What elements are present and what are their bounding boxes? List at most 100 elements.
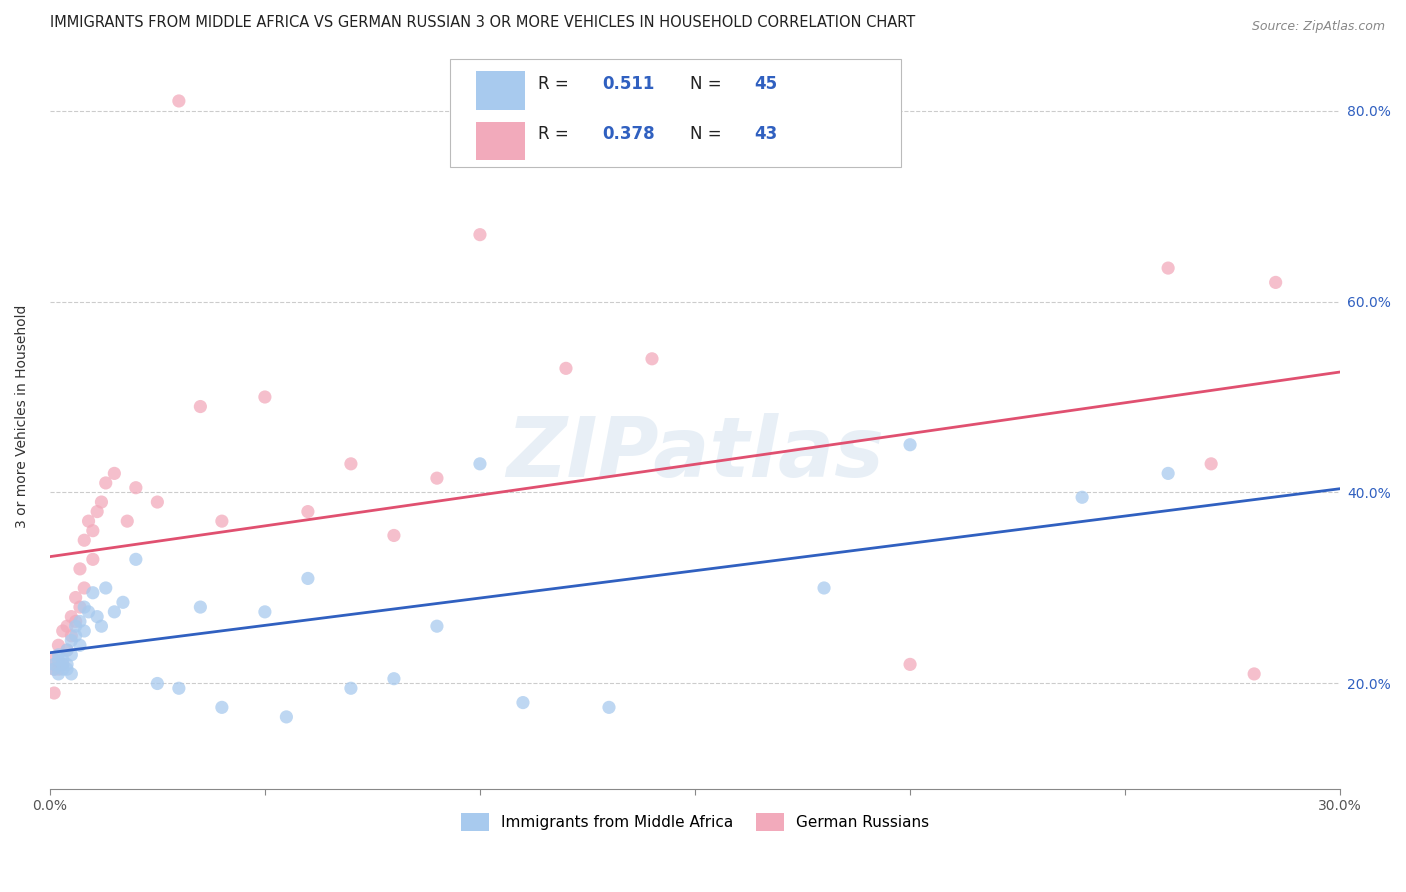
Text: IMMIGRANTS FROM MIDDLE AFRICA VS GERMAN RUSSIAN 3 OR MORE VEHICLES IN HOUSEHOLD : IMMIGRANTS FROM MIDDLE AFRICA VS GERMAN … (49, 15, 915, 30)
Point (426, 619, 449, 633)
Point (44, 686, 66, 700)
Text: 0.378: 0.378 (602, 125, 655, 144)
Point (1157, 261, 1180, 276)
Text: N =: N = (690, 125, 727, 144)
Text: Source: ZipAtlas.com: Source: ZipAtlas.com (1251, 20, 1385, 33)
Point (90, 619, 112, 633)
Point (65, 591, 87, 605)
Text: 0.511: 0.511 (602, 75, 654, 93)
Point (1264, 276, 1286, 290)
Text: ZIPatlas: ZIPatlas (506, 413, 884, 494)
Point (60, 633, 83, 648)
Point (555, 361, 578, 376)
Point (468, 457, 491, 471)
Point (82, 524, 104, 538)
Point (48, 667, 70, 681)
Point (167, 94, 190, 108)
Point (94, 475, 117, 490)
Point (90, 495, 112, 509)
Point (56, 643, 79, 657)
Point (103, 605, 125, 619)
Point (276, 710, 298, 724)
Point (56, 619, 79, 633)
Point (297, 505, 319, 519)
Point (125, 481, 148, 495)
Point (44, 662, 66, 676)
Point (52, 657, 75, 672)
Text: 43: 43 (755, 125, 778, 144)
Text: 45: 45 (755, 75, 778, 93)
Point (60, 609, 83, 624)
Text: N =: N = (690, 75, 727, 93)
Point (69, 600, 91, 615)
Point (73, 624, 96, 638)
Point (1243, 667, 1265, 681)
Point (44, 662, 66, 676)
Point (65, 619, 87, 633)
Point (48, 662, 70, 676)
FancyBboxPatch shape (475, 121, 524, 161)
Point (253, 390, 276, 404)
Point (211, 514, 233, 528)
Point (117, 514, 139, 528)
Point (56, 662, 79, 676)
Point (512, 696, 534, 710)
Point (65, 615, 87, 629)
Point (253, 605, 276, 619)
Point (86, 505, 108, 519)
FancyBboxPatch shape (475, 71, 524, 110)
Point (60, 648, 83, 662)
Point (211, 700, 233, 714)
Point (146, 676, 169, 690)
Point (898, 657, 921, 672)
Point (48, 648, 70, 662)
Point (167, 681, 190, 696)
Point (52, 652, 75, 666)
Point (1157, 467, 1180, 481)
Point (52, 624, 75, 638)
Point (426, 471, 449, 485)
Point (52, 657, 75, 672)
Point (52, 662, 75, 676)
Point (598, 700, 620, 714)
Point (69, 638, 91, 652)
Point (82, 552, 104, 566)
Point (94, 581, 117, 595)
Point (382, 528, 405, 542)
Text: R =: R = (537, 75, 574, 93)
Point (77, 605, 100, 619)
Point (103, 467, 125, 481)
Point (190, 400, 212, 414)
Point (468, 227, 491, 242)
Point (86, 609, 108, 624)
Point (1199, 457, 1222, 471)
Y-axis label: 3 or more Vehicles in Household: 3 or more Vehicles in Household (15, 304, 30, 528)
Point (48, 638, 70, 652)
Point (190, 600, 212, 615)
Point (340, 681, 363, 696)
Point (813, 581, 835, 595)
Point (60, 629, 83, 643)
Point (48, 652, 70, 666)
Point (82, 586, 104, 600)
Point (69, 615, 91, 629)
Point (382, 672, 405, 686)
Point (111, 595, 134, 609)
Point (73, 581, 96, 595)
Legend: Immigrants from Middle Africa, German Russians: Immigrants from Middle Africa, German Ru… (456, 807, 935, 837)
Point (641, 351, 664, 366)
Point (73, 600, 96, 615)
Point (60, 667, 83, 681)
Point (898, 438, 921, 452)
Point (146, 495, 169, 509)
Point (56, 657, 79, 672)
Point (73, 533, 96, 548)
Point (44, 652, 66, 666)
Point (44, 657, 66, 672)
Point (56, 643, 79, 657)
Point (125, 552, 148, 566)
Text: R =: R = (537, 125, 574, 144)
Point (297, 571, 319, 585)
FancyBboxPatch shape (450, 59, 901, 167)
Point (1071, 490, 1094, 504)
